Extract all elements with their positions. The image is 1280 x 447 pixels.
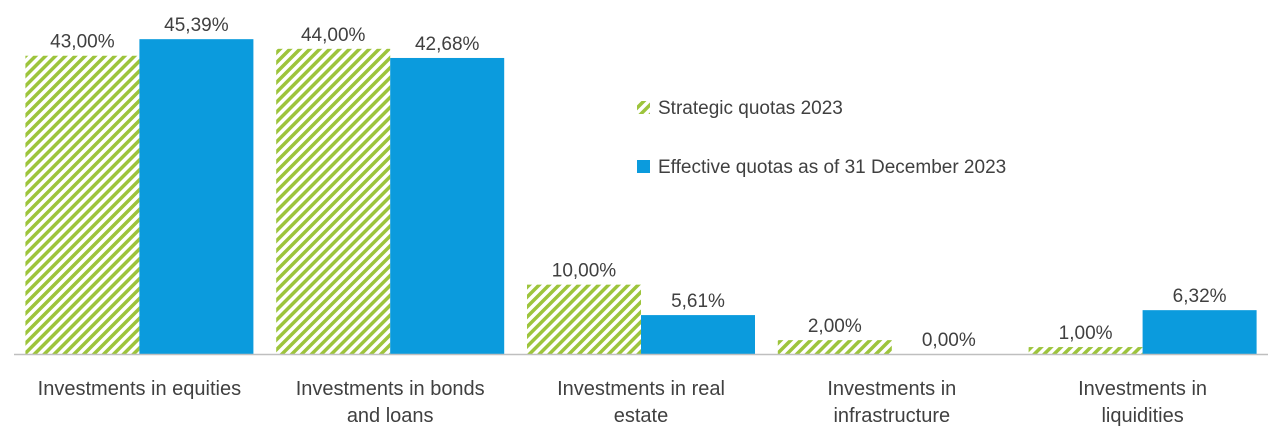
data-label-effective-1: 42,68% — [415, 34, 480, 55]
legend-swatch-strategic — [637, 101, 650, 114]
category-label-2: Investments in real estate — [557, 378, 725, 427]
legend-label-effective: Effective quotas as of 31 December 2023 — [658, 157, 1006, 178]
category-label-line: estate — [614, 405, 668, 427]
data-label-effective-4: 6,32% — [1173, 286, 1227, 307]
bar-strategic-2 — [527, 284, 641, 354]
category-label-4: Investments in liquidities — [1078, 378, 1207, 427]
legend-label-strategic: Strategic quotas 2023 — [658, 98, 843, 119]
data-label-strategic-0: 43,00% — [50, 32, 115, 53]
legend: Strategic quotas 2023 Effective quotas as… — [637, 98, 1006, 178]
data-label-effective-2: 5,61% — [671, 291, 725, 312]
data-labels-layer: 43,00% 45,39% 44,00% 42,68% 10,00% 5,61% 2,00%… — [50, 15, 1226, 351]
legend-swatch-effective — [637, 160, 650, 173]
category-label-line: Investments in bonds — [296, 378, 485, 400]
data-label-effective-3: 0,00% — [922, 330, 976, 351]
data-label-strategic-3: 2,00% — [808, 316, 862, 337]
data-label-strategic-2: 10,00% — [552, 261, 617, 282]
bar-strategic-3 — [777, 340, 892, 354]
bar-effective-2 — [641, 315, 755, 354]
data-label-strategic-1: 44,00% — [301, 25, 366, 46]
bar-strategic-0 — [25, 55, 140, 354]
category-label-line: Investments in equities — [38, 378, 241, 400]
category-label-0: Investments in equities — [38, 378, 241, 400]
category-label-line: Investments in real — [557, 378, 725, 400]
category-label-3: Investments in infrastructure — [827, 378, 956, 427]
category-label-line: and loans — [347, 405, 434, 427]
category-label-line: Investments in — [827, 378, 956, 400]
data-label-strategic-4: 1,00% — [1059, 323, 1113, 344]
bar-effective-4 — [1142, 310, 1257, 354]
bar-strategic-4 — [1028, 347, 1143, 354]
category-label-line: infrastructure — [833, 405, 950, 427]
bar-effective-1 — [390, 57, 505, 354]
category-labels-layer: Investments in equities Investments in bo… — [38, 378, 1207, 427]
category-label-line: Investments in — [1078, 378, 1207, 400]
bar-effective-0 — [139, 39, 254, 354]
category-label-1: Investments in bonds and loans — [296, 378, 485, 427]
data-label-effective-0: 45,39% — [164, 15, 229, 36]
bars-layer — [25, 39, 1257, 355]
category-label-line: liquidities — [1101, 405, 1183, 427]
bar-strategic-1 — [276, 48, 391, 355]
